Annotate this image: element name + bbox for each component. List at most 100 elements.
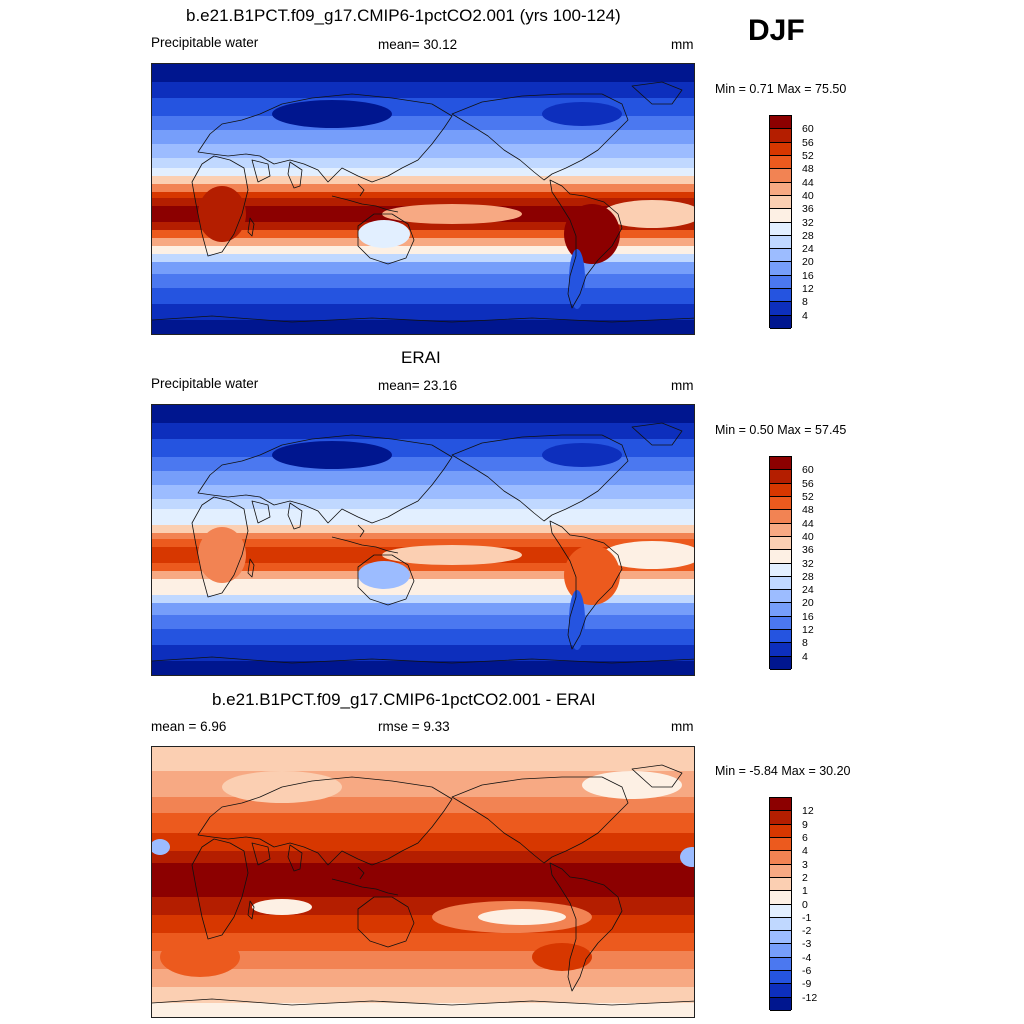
- colorbar-tick-label: 9: [802, 818, 808, 831]
- colorbar-tick-label: 36: [802, 203, 814, 216]
- shading-region: [382, 204, 522, 224]
- panel1-map: [151, 63, 695, 335]
- shading-band: [152, 897, 694, 915]
- shading-region: [272, 100, 392, 128]
- shading-region: [582, 771, 682, 799]
- coastline: [331, 536, 399, 554]
- colorbar-swatch: [770, 262, 791, 276]
- shading-band: [152, 262, 694, 274]
- coastline: [357, 554, 415, 606]
- panel2-title: ERAI: [401, 348, 441, 367]
- colorbar-swatch: [770, 957, 791, 972]
- panel3-title: b.e21.B1PCT.f09_g17.CMIP6-1pctCO2.001 - …: [212, 690, 596, 709]
- colorbar-swatch: [770, 656, 791, 670]
- shading-band: [152, 246, 694, 254]
- shading-region: [160, 937, 240, 977]
- season-label: DJF: [748, 14, 805, 47]
- shading-band: [152, 517, 694, 525]
- shading-band: [152, 587, 694, 595]
- colorbar-swatch: [770, 275, 791, 290]
- colorbar-swatch: [770, 155, 791, 170]
- coastline: [247, 558, 255, 578]
- colorbar-tick-label: -12: [802, 991, 818, 1004]
- colorbar-swatch: [770, 182, 791, 196]
- colorbar-tick-label: 28: [802, 229, 814, 242]
- colorbar-swatch: [770, 483, 791, 497]
- coastline: [191, 496, 249, 598]
- coastline: [331, 195, 399, 213]
- colorbar-swatch: [770, 984, 791, 998]
- shading-band: [152, 304, 694, 320]
- colorbar-tick-label: 24: [802, 584, 814, 597]
- colorbar-tick-label: 2: [802, 871, 808, 884]
- shading-region: [569, 590, 585, 650]
- shading-band: [152, 595, 694, 603]
- colorbar-tick-label: -9: [802, 978, 812, 991]
- shading-band: [152, 747, 694, 771]
- shading-band: [152, 629, 694, 645]
- colorbar-tick-label: 52: [802, 149, 814, 162]
- shading-band: [152, 499, 694, 509]
- colorbar-swatch: [770, 315, 791, 329]
- shading-band: [152, 471, 694, 485]
- colorbar-tick-label: 12: [802, 805, 814, 818]
- colorbar-swatch: [770, 944, 791, 958]
- shading-band: [152, 176, 694, 184]
- coastline: [357, 866, 365, 880]
- colorbar-swatch: [770, 249, 791, 263]
- colorbar-swatch: [770, 811, 791, 825]
- colorbar-tick-label: 4: [802, 845, 808, 858]
- shading-band: [152, 82, 694, 98]
- panel1-minmax: Min = 0.71 Max = 75.50: [715, 82, 847, 96]
- coastline: [251, 500, 271, 524]
- coastline: [287, 844, 303, 872]
- coastline: [197, 93, 453, 183]
- colorbar-tick-label: 40: [802, 530, 814, 543]
- colorbar-tick-label: 16: [802, 610, 814, 623]
- colorbar-tick-label: 44: [802, 176, 814, 189]
- shading-band: [152, 863, 694, 897]
- colorbar-swatch: [770, 851, 791, 865]
- panel2-variable-label: Precipitable water: [151, 376, 259, 391]
- colorbar-swatch: [770, 917, 791, 932]
- colorbar-tick-label: 60: [802, 464, 814, 477]
- coastline: [197, 776, 453, 866]
- coastline: [549, 862, 623, 992]
- colorbar-swatch: [770, 550, 791, 564]
- colorbar-swatch: [770, 235, 791, 250]
- shading-band: [152, 64, 694, 82]
- coastline: [191, 155, 249, 257]
- colorbar-swatch: [770, 643, 791, 657]
- shading-band: [152, 230, 694, 238]
- colorbar-tick-label: 28: [802, 570, 814, 583]
- coastline: [631, 81, 683, 105]
- panel2-units-label: mm: [671, 378, 694, 393]
- panel2-mean-label: mean= 23.16: [378, 378, 458, 393]
- colorbar-tick-label: 8: [802, 296, 808, 309]
- coastline: [251, 842, 271, 866]
- colorbar-tick-label: -4: [802, 951, 812, 964]
- coastline: [191, 838, 249, 940]
- colorbar-tick-label: 48: [802, 163, 814, 176]
- colorbar-tick-label: 40: [802, 189, 814, 202]
- colorbar-swatch: [770, 523, 791, 537]
- colorbar-swatch: [770, 576, 791, 591]
- colorbar-swatch: [770, 222, 791, 236]
- shading-region: [478, 909, 566, 925]
- colorbar-swatch: [770, 563, 791, 577]
- shading-band: [152, 615, 694, 629]
- colorbar-swatch: [770, 209, 791, 223]
- shading-region: [152, 839, 170, 855]
- coastline: [451, 93, 629, 181]
- shading-band: [152, 539, 694, 547]
- shading-band: [152, 525, 694, 533]
- colorbar-swatch: [770, 142, 791, 156]
- colorbar-swatch: [770, 289, 791, 303]
- panel3-minmax: Min = -5.84 Max = 30.20: [715, 764, 851, 778]
- colorbar-swatch: [770, 904, 791, 918]
- coastline: [451, 776, 629, 864]
- colorbar-swatch: [770, 116, 791, 130]
- shading-band: [152, 563, 694, 571]
- colorbar-swatch: [770, 864, 791, 878]
- colorbar-tick-label: 4: [802, 309, 808, 322]
